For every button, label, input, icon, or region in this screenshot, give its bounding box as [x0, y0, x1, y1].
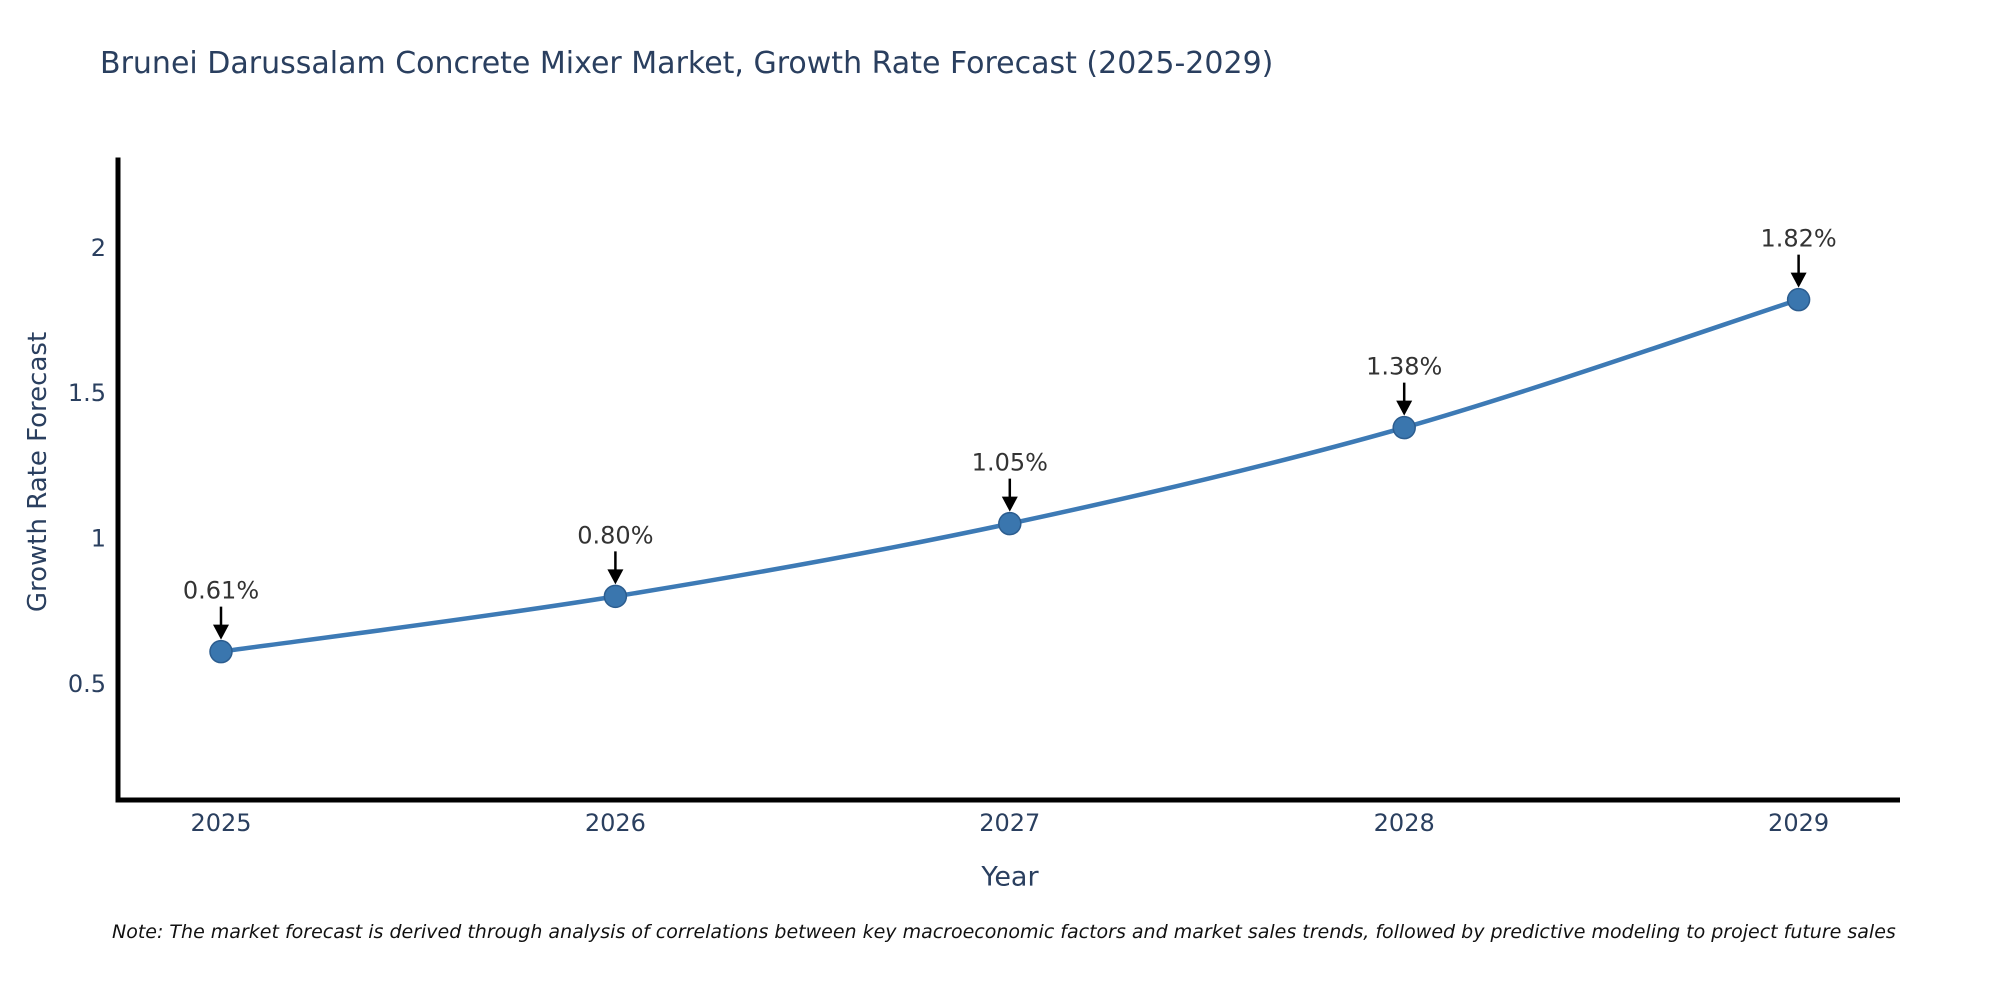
annotation-arrow: [1396, 382, 1413, 416]
data-point-2029: [1786, 287, 1811, 312]
y-tick-label: 0.5: [68, 670, 106, 698]
arrow-head: [1001, 496, 1018, 512]
x-axis-line: [115, 797, 1900, 803]
x-tick-label: 2026: [585, 809, 646, 837]
annotation-arrow: [607, 551, 624, 585]
x-tick-label: 2027: [979, 809, 1040, 837]
arrow-head: [1790, 272, 1807, 288]
annotation-arrow: [1790, 254, 1807, 288]
y-tick-label: 2: [91, 234, 106, 262]
point-label: 0.80%: [577, 521, 653, 549]
chart-title: Brunei Darussalam Concrete Mixer Market,…: [100, 46, 1274, 81]
x-tick-label: 2025: [190, 809, 251, 837]
point-label: 1.05%: [972, 449, 1048, 477]
annotation-arrow: [1001, 478, 1018, 512]
data-point-2025: [209, 639, 233, 664]
x-tick-label: 2029: [1768, 809, 1829, 837]
arrow-head: [1396, 400, 1413, 416]
data-point-2026: [603, 584, 628, 609]
footnote: Note: The market forecast is derived thr…: [112, 921, 1896, 943]
x-axis-title: Year: [981, 861, 1039, 893]
point-label: 1.38%: [1366, 353, 1442, 381]
x-tick-label: 2028: [1374, 809, 1435, 837]
arrow-head: [607, 569, 624, 585]
data-point-2027: [998, 511, 1022, 536]
annotation-arrow: [213, 606, 229, 640]
arrow-head: [213, 624, 229, 640]
point-label: 1.82%: [1760, 225, 1836, 253]
y-tick-label: 1.5: [68, 379, 106, 407]
point-label: 0.61%: [183, 577, 259, 605]
y-axis-line: [115, 157, 121, 803]
y-tick-label: 1: [91, 525, 106, 553]
data-point-2028: [1392, 415, 1416, 440]
